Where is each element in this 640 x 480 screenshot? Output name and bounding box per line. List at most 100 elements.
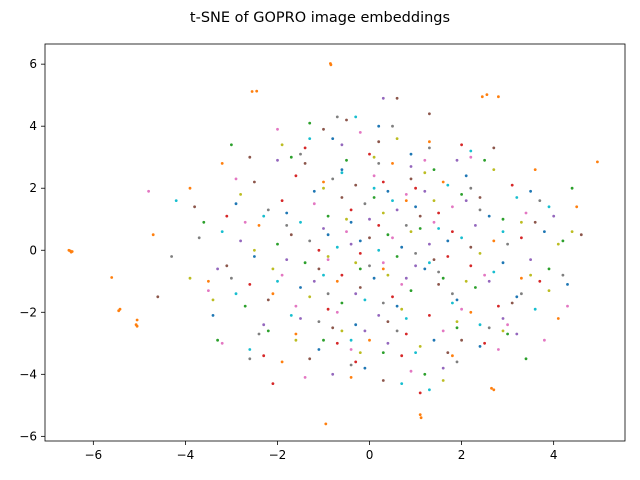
data-point	[543, 230, 546, 234]
data-point	[110, 276, 114, 279]
data-point	[552, 214, 556, 218]
data-point	[308, 137, 312, 141]
data-point	[446, 255, 450, 258]
data-point	[262, 323, 266, 327]
data-point	[151, 233, 155, 237]
data-point	[266, 208, 270, 212]
data-point	[409, 165, 413, 168]
data-point	[280, 199, 284, 203]
data-point	[437, 283, 440, 286]
series-9	[174, 115, 551, 392]
data-point	[324, 422, 328, 426]
data-point	[147, 189, 151, 193]
data-point	[285, 258, 289, 261]
data-point	[250, 90, 254, 93]
data-point	[441, 276, 445, 280]
data-point	[515, 196, 519, 199]
data-point	[497, 304, 500, 308]
data-point	[335, 115, 339, 119]
data-point	[299, 220, 302, 224]
data-point	[234, 202, 238, 206]
data-point	[441, 329, 445, 333]
data-point	[437, 211, 440, 215]
x-tick-label: −4	[177, 448, 195, 462]
y-tick-label: 2	[29, 181, 37, 195]
data-point	[266, 298, 270, 302]
data-point	[317, 267, 321, 271]
data-point	[556, 242, 560, 246]
data-point	[556, 317, 560, 320]
data-point	[358, 131, 362, 134]
data-point	[492, 168, 496, 172]
data-point	[255, 89, 259, 93]
x-tick-label: −2	[269, 448, 287, 462]
data-point	[533, 307, 537, 311]
data-point	[354, 292, 358, 296]
data-point	[363, 329, 367, 333]
data-point	[487, 214, 491, 218]
data-point	[372, 155, 376, 159]
data-point	[326, 214, 330, 218]
data-point	[501, 230, 505, 234]
data-point	[188, 186, 192, 190]
data-point	[381, 267, 385, 271]
data-point	[524, 211, 528, 215]
data-point	[345, 158, 348, 162]
data-point	[135, 318, 139, 322]
series-8	[188, 137, 574, 382]
data-point	[326, 233, 330, 237]
data-point	[312, 202, 316, 206]
data-point	[358, 267, 362, 271]
data-point	[391, 199, 394, 203]
data-point	[377, 224, 381, 227]
data-point	[418, 227, 422, 230]
data-point	[423, 189, 427, 193]
data-point	[575, 205, 579, 209]
data-point	[570, 230, 574, 234]
data-point	[363, 202, 367, 206]
data-point	[326, 258, 330, 261]
data-point	[404, 332, 408, 336]
data-point	[308, 357, 312, 361]
data-point	[547, 289, 551, 292]
data-point	[253, 255, 256, 258]
data-point	[432, 258, 436, 261]
data-point	[501, 329, 505, 333]
data-point	[135, 324, 139, 328]
data-point	[303, 376, 307, 379]
data-point	[464, 279, 468, 283]
data-point	[460, 143, 463, 147]
data-point	[276, 127, 279, 131]
data-point	[308, 295, 312, 299]
data-point	[460, 236, 463, 240]
data-point	[395, 329, 399, 333]
data-point	[220, 162, 224, 165]
data-point	[395, 208, 399, 212]
data-point	[372, 186, 376, 190]
data-point	[216, 338, 220, 342]
data-point	[520, 276, 523, 280]
data-point	[349, 242, 353, 246]
data-point	[432, 220, 436, 224]
data-point	[381, 301, 385, 305]
data-point	[354, 115, 358, 119]
data-point	[400, 283, 404, 286]
data-point	[391, 236, 394, 240]
data-point	[340, 196, 344, 199]
data-point	[239, 239, 243, 243]
data-point	[469, 155, 473, 159]
y-tick-label: −2	[19, 305, 37, 319]
data-point	[386, 320, 390, 323]
y-tick-label: 4	[29, 119, 37, 133]
data-point	[510, 183, 514, 187]
data-point	[294, 338, 298, 342]
data-point	[381, 96, 385, 100]
data-point	[317, 248, 321, 252]
data-point	[322, 273, 325, 277]
data-point	[280, 143, 284, 147]
data-point	[377, 140, 381, 144]
data-point	[529, 273, 532, 277]
data-point	[354, 360, 358, 364]
data-point	[322, 227, 325, 230]
data-point	[566, 283, 569, 286]
